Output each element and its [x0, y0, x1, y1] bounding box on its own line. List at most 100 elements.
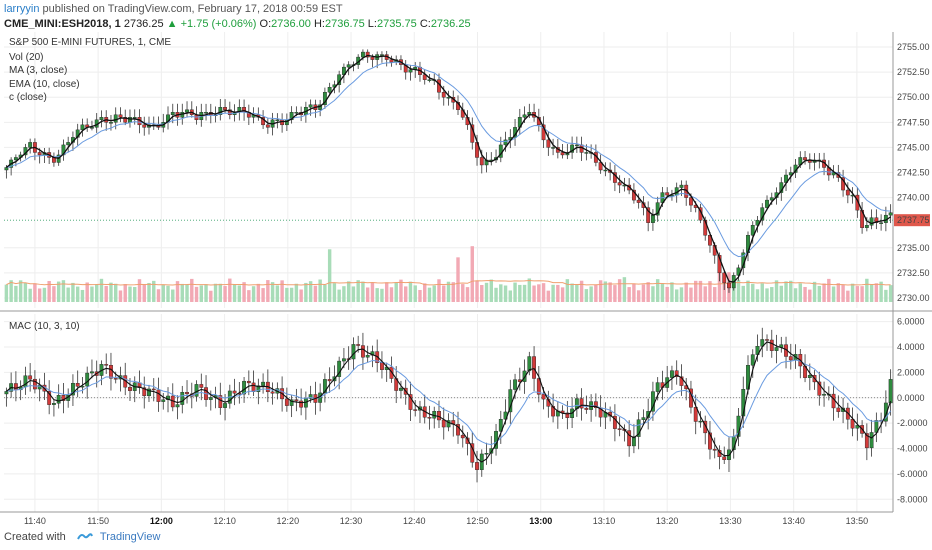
mac-candle — [342, 358, 346, 362]
mac-candle — [441, 419, 446, 428]
volume-bar — [879, 281, 883, 302]
mac-candle — [522, 370, 527, 382]
volume-bar — [779, 285, 783, 302]
volume-bar — [827, 278, 831, 302]
last-price: 2736.25 — [123, 18, 164, 30]
volume-bar — [632, 283, 636, 302]
mac-candle — [712, 448, 717, 451]
mac-candle — [361, 345, 365, 358]
volume-bar — [865, 278, 869, 302]
volume-bar — [365, 287, 370, 302]
mac-candle — [679, 376, 684, 386]
volume-bar — [66, 287, 70, 302]
volume-bar — [741, 285, 745, 302]
time-tick-label: 11:40 — [24, 516, 46, 526]
volume-bar — [513, 282, 517, 302]
volume-bar — [180, 283, 184, 302]
volume-bar — [356, 280, 360, 302]
mac-candle — [446, 420, 451, 428]
price-candle — [689, 197, 693, 206]
volume-bar — [228, 278, 232, 302]
price-candle — [503, 139, 508, 146]
volume-bar — [841, 284, 845, 302]
close-label: C: — [419, 18, 431, 30]
mac-candle — [807, 375, 812, 378]
price-candle — [28, 142, 33, 148]
chart-area[interactable]: 11:40 11:50 12:00 12:10 12:20 12:30 12:40 12:50… — [0, 32, 932, 527]
volume-bar — [280, 280, 284, 302]
volume-bar — [693, 280, 698, 302]
volume-bar — [361, 281, 365, 302]
volume-bar — [565, 279, 570, 302]
price-candle — [13, 157, 18, 161]
mac-candle — [246, 380, 251, 384]
price-candle — [522, 114, 527, 118]
price-candle — [327, 87, 332, 93]
volume-bar — [413, 285, 417, 302]
volume-bar — [204, 284, 208, 302]
price-candle — [123, 117, 128, 123]
volume-bar — [655, 279, 660, 302]
price-candle — [869, 217, 874, 226]
publisher-link[interactable]: larryyin — [4, 3, 40, 15]
volume-bar — [99, 278, 104, 302]
mac-candle — [142, 387, 147, 397]
footer: Created with TradingView — [4, 531, 160, 543]
mac-candle — [408, 394, 413, 410]
price-candle — [427, 79, 432, 81]
mac-tick-label: -4.0000 — [897, 444, 928, 454]
volume-bar — [446, 281, 451, 302]
volume-bar — [522, 284, 527, 302]
mac-candle — [289, 399, 294, 406]
mac-candle — [627, 430, 632, 447]
volume-bar — [404, 286, 408, 302]
volume-bar — [603, 281, 608, 302]
mac-candle — [646, 411, 651, 418]
price-candle — [560, 152, 565, 156]
price-candle — [727, 282, 731, 289]
legend-item-close: c (close) — [9, 92, 47, 103]
price-candle — [631, 189, 636, 201]
price-candle — [551, 147, 555, 149]
price-tick-label: 2740.00 — [897, 193, 930, 203]
mac-candle — [223, 403, 227, 408]
price-tick-label: 2735.00 — [897, 243, 930, 253]
volume-bar — [717, 267, 722, 302]
volume-bar — [380, 288, 384, 302]
mac-candle — [579, 398, 584, 409]
volume-bar — [47, 281, 51, 302]
mac-candle — [437, 411, 441, 421]
mac-candle — [475, 462, 479, 470]
mac-tick-label: 4.0000 — [897, 342, 925, 352]
volume-bar — [9, 280, 13, 302]
mac-candle — [218, 395, 223, 408]
mac-candle — [327, 379, 332, 382]
volume-bar — [4, 284, 9, 302]
mac-candle — [104, 364, 109, 366]
mac-candle — [855, 425, 860, 429]
mac-candle — [817, 381, 822, 396]
volume-bar — [90, 286, 94, 302]
volume-bar — [33, 283, 37, 302]
volume-bar — [94, 283, 99, 302]
mac-candle — [465, 437, 470, 444]
volume-bar — [546, 290, 551, 302]
volume-bar — [646, 282, 650, 302]
mac-candles — [4, 327, 893, 483]
mac-candle — [61, 395, 66, 401]
volume-bar — [508, 290, 513, 302]
volume-bar — [427, 287, 432, 302]
mac-candle — [128, 386, 132, 391]
mac-candle — [693, 407, 698, 422]
tradingview-brand-link[interactable]: TradingView — [99, 531, 161, 543]
volume-bar — [888, 285, 893, 302]
volume-bar — [817, 285, 822, 302]
price-candle — [223, 107, 227, 110]
volume-bar — [784, 281, 788, 302]
last-price-label: 2737.75 — [897, 215, 930, 225]
volume-bar — [213, 283, 218, 302]
price-candle — [185, 109, 189, 113]
mac-ma-line — [6, 341, 892, 463]
volume-bar — [556, 284, 560, 302]
volume-ma-line — [6, 279, 891, 286]
